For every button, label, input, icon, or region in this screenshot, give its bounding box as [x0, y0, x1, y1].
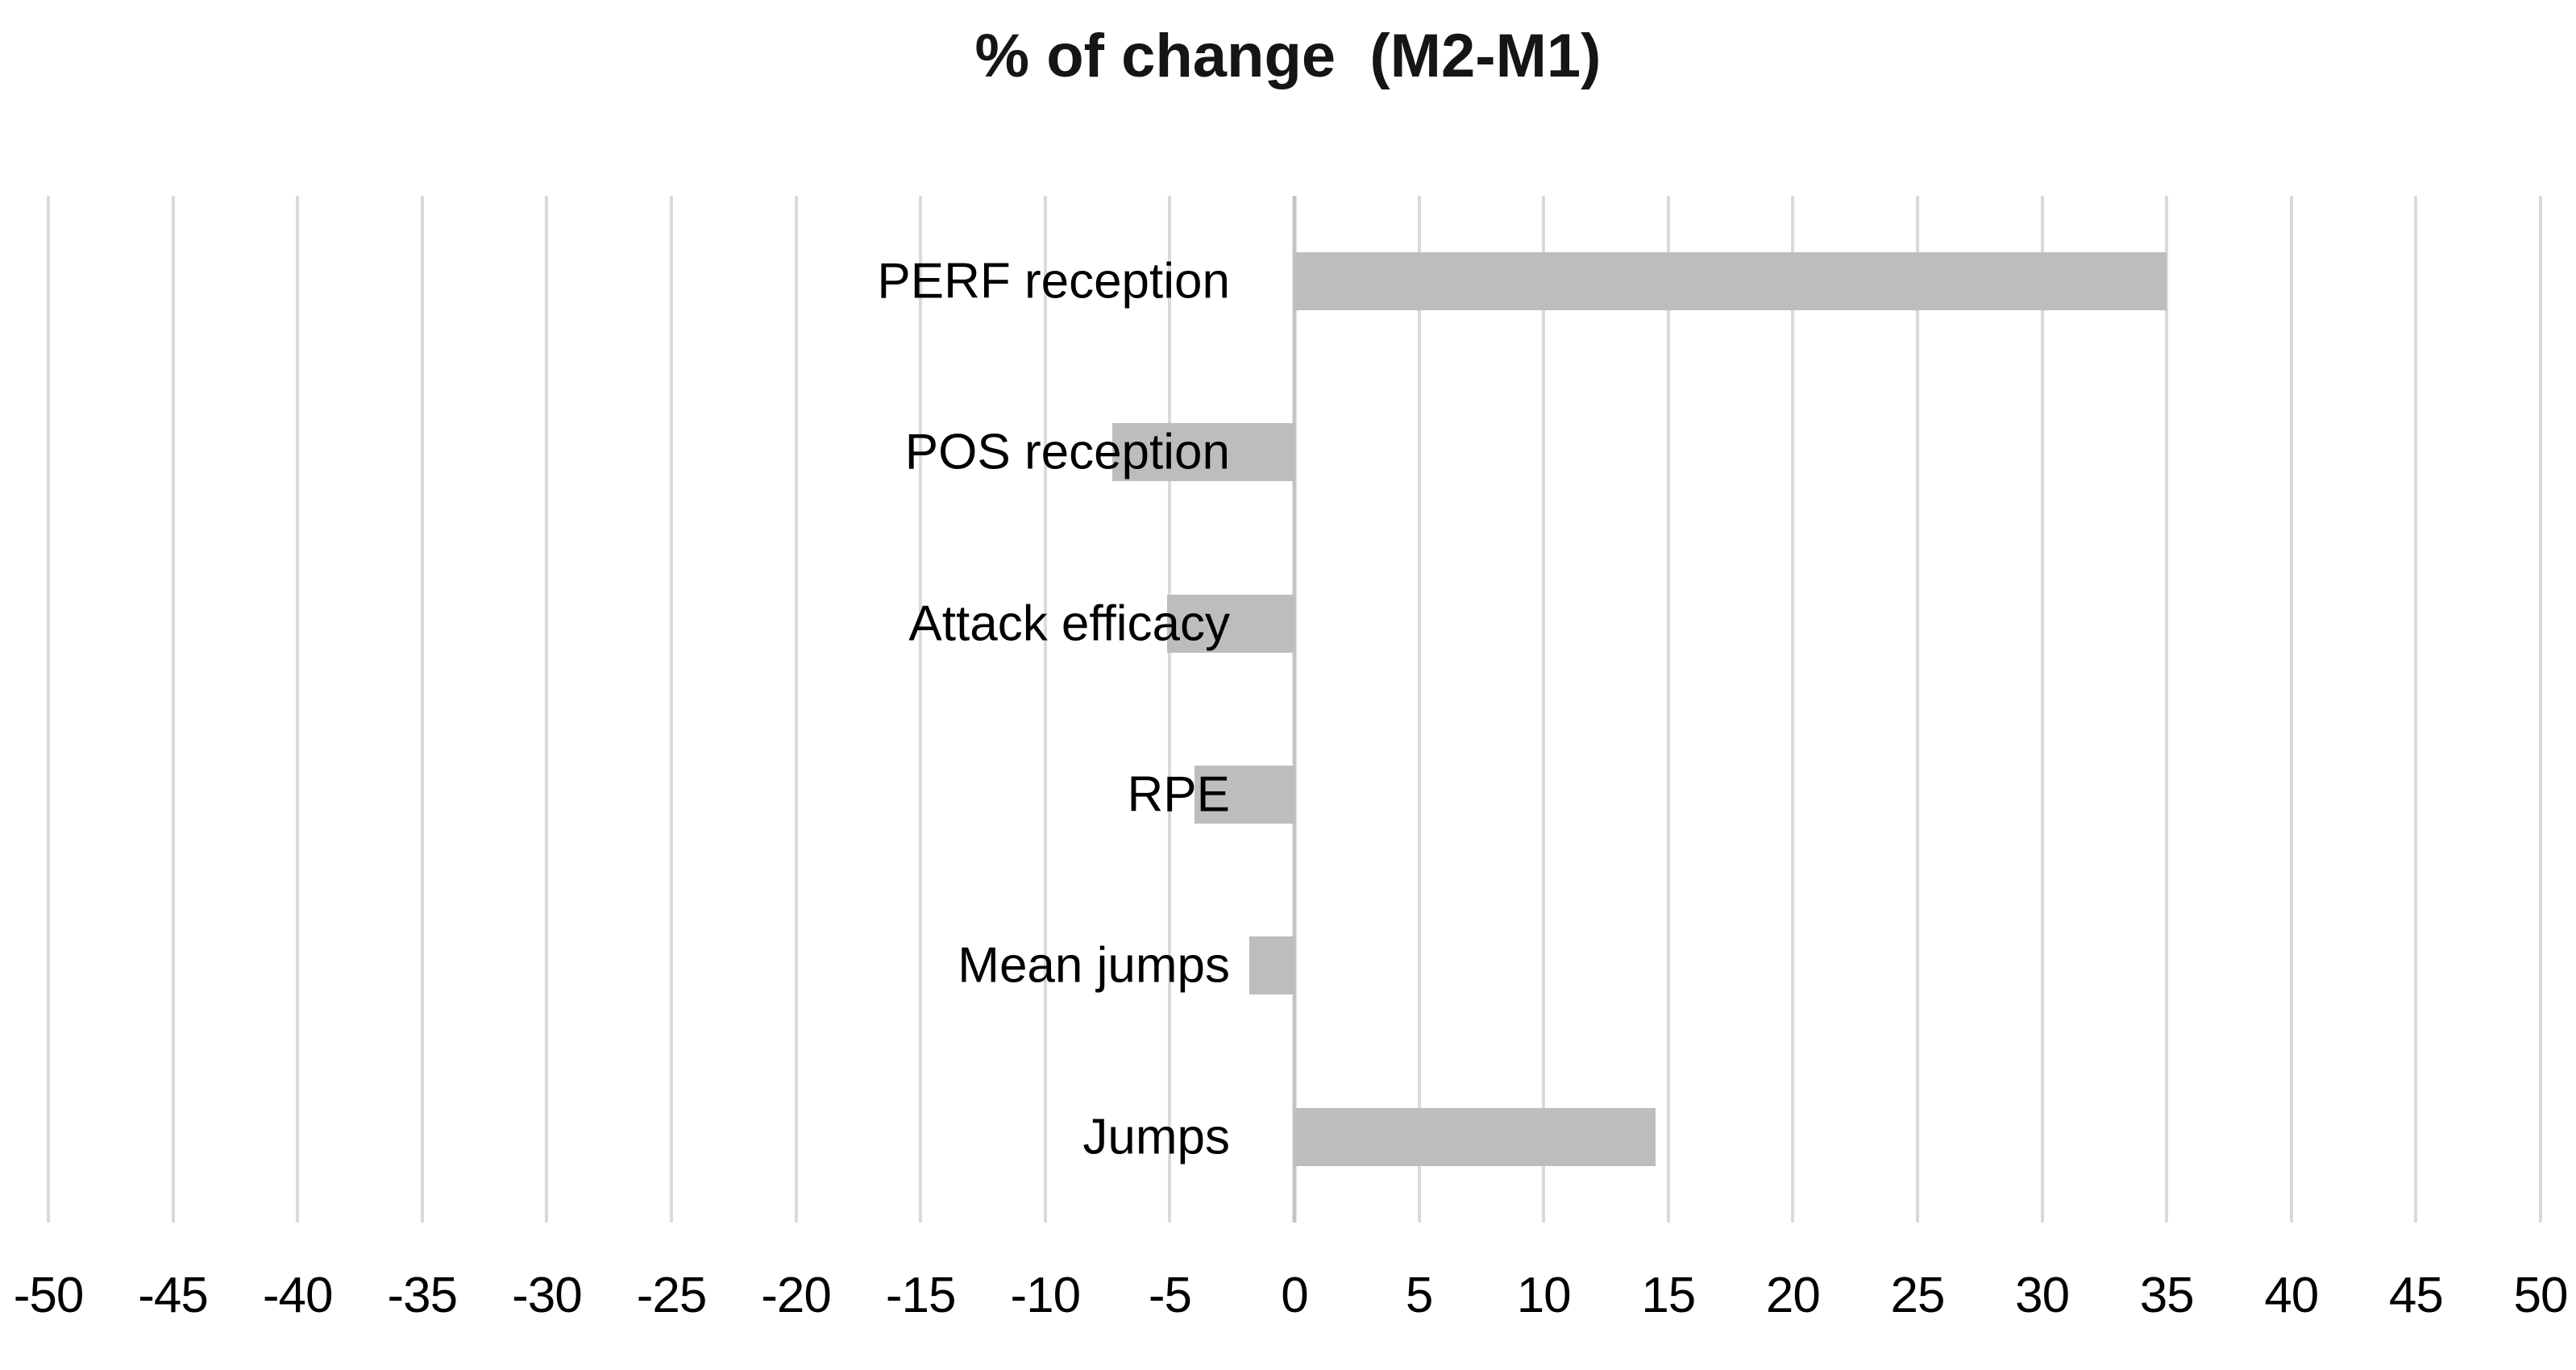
bar-row: Attack efficacy — [48, 538, 2541, 709]
x-tick-label: 25 — [1890, 1268, 1946, 1323]
bar-row: Jumps — [48, 1052, 2541, 1223]
gridline — [47, 196, 50, 1223]
bar-perf-reception — [1294, 252, 2167, 311]
gridline — [1043, 196, 1047, 1223]
x-tick-label: 10 — [1516, 1268, 1572, 1323]
bar-jumps — [1294, 1107, 1656, 1166]
gridline — [1168, 196, 1172, 1223]
gridline — [2539, 196, 2542, 1223]
x-tick-label: 15 — [1641, 1268, 1696, 1323]
x-tick-label: 5 — [1405, 1268, 1433, 1323]
x-tick-label: 50 — [2513, 1268, 2569, 1323]
x-tick-label: -30 — [512, 1268, 583, 1323]
gridline — [420, 196, 424, 1223]
x-tick-label: 30 — [2015, 1268, 2070, 1323]
gridline — [2289, 196, 2293, 1223]
gridline — [1916, 196, 1919, 1223]
gridline — [2414, 196, 2418, 1223]
bar-row: POS reception — [48, 367, 2541, 538]
gridline — [1666, 196, 1670, 1223]
x-axis: -50 -45 -40 -35 -30 -25 -20 -15 -10 -5 0 5 10 15 20 25 3… — [14, 1267, 2569, 1339]
category-label: Attack efficacy — [908, 596, 1230, 652]
bar-pos-reception — [1112, 423, 1294, 482]
x-tick-label: -45 — [138, 1268, 209, 1323]
x-tick-label: -35 — [387, 1268, 458, 1323]
zero-gridline — [1292, 196, 1297, 1223]
x-tick-label: -40 — [262, 1268, 334, 1323]
gridline — [794, 196, 798, 1223]
gridline — [2165, 196, 2169, 1223]
bar-row: PERF reception — [48, 196, 2541, 367]
bar-attack-efficacy — [1167, 594, 1294, 653]
bar-row: RPE — [48, 709, 2541, 880]
x-tick-label: 40 — [2264, 1268, 2319, 1323]
gridline — [1417, 196, 1421, 1223]
chart-title: % of change (M2-M1) — [974, 22, 1602, 90]
x-tick-label: 20 — [1765, 1268, 1821, 1323]
x-tick-label: -10 — [1010, 1268, 1081, 1323]
x-tick-label: -5 — [1148, 1268, 1192, 1323]
category-label: RPE — [1127, 766, 1230, 823]
x-tick-label: 0 — [1281, 1268, 1308, 1323]
category-label: Jumps — [1082, 1109, 1230, 1165]
category-label: PERF reception — [877, 253, 1230, 309]
gridline — [1542, 196, 1546, 1223]
plot-area: PERF reception POS reception Attack effica… — [47, 196, 2542, 1223]
bar-rpe — [1195, 766, 1294, 824]
x-tick-label: 45 — [2388, 1268, 2444, 1323]
x-tick-label: -20 — [761, 1268, 832, 1323]
bar-rows: PERF reception POS reception Attack effica… — [48, 196, 2541, 1223]
gridline — [545, 196, 549, 1223]
category-label: POS reception — [904, 424, 1230, 480]
category-label: Mean jumps — [958, 937, 1230, 994]
gridline — [2040, 196, 2044, 1223]
gridline — [670, 196, 673, 1223]
x-tick-label: -25 — [636, 1268, 708, 1323]
gridline — [296, 196, 300, 1223]
bar-mean-jumps — [1249, 936, 1294, 995]
x-tick-label: -15 — [885, 1268, 957, 1323]
x-tick-label: -50 — [13, 1268, 85, 1323]
gridline — [919, 196, 923, 1223]
gridline — [171, 196, 175, 1223]
gridline — [1791, 196, 1795, 1223]
bar-row: Mean jumps — [48, 880, 2541, 1051]
x-tick-label: 35 — [2139, 1268, 2195, 1323]
